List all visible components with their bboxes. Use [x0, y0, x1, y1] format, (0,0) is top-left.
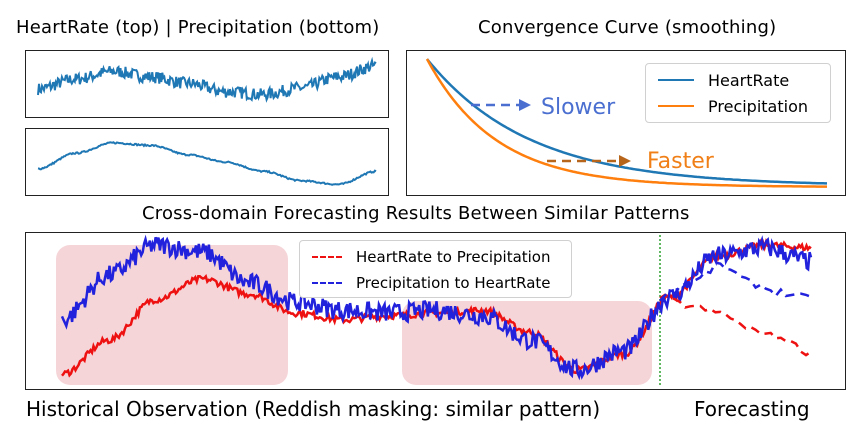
precipitation-panel: [25, 128, 389, 196]
historical-observation-caption: Historical Observation (Reddish masking:…: [26, 397, 601, 421]
heartrate-plot: [37, 56, 377, 103]
precipitation-series-line: [37, 141, 377, 186]
convergence-legend: HeartRate Precipitation: [645, 63, 831, 123]
legend-item-precipitation: Precipitation: [646, 93, 830, 119]
faster-arrow: [547, 155, 631, 167]
forecast-panel: HeartRate to Precipitation Precipitation…: [25, 232, 846, 390]
convergence-plot: Slower Faster: [425, 58, 827, 188]
legend-swatch-heartrate: [658, 79, 694, 81]
precipitation-to-heartrate-forecast: [659, 261, 812, 302]
forecast-plot: [56, 234, 813, 386]
heartrate-panel: [25, 50, 389, 118]
slower-arrow: [471, 99, 531, 111]
heartrate-convergence-line: [426, 58, 827, 185]
legend-item-heartrate: HeartRate: [646, 67, 830, 93]
legend-label-hr-to-precip: HeartRate to Precipitation: [356, 248, 551, 266]
faster-label: Faster: [647, 149, 715, 174]
legend-label-precipitation: Precipitation: [708, 96, 809, 116]
heartrate-precipitation-title: HeartRate (top) | Precipitation (bottom): [16, 17, 380, 38]
legend-label-heartrate: HeartRate: [708, 70, 790, 90]
legend-swatch-precip-to-hr: [312, 282, 342, 284]
forecast-legend: HeartRate to Precipitation Precipitation…: [299, 240, 572, 298]
heartrate-series-line: [37, 56, 377, 103]
slower-label: Slower: [541, 95, 616, 120]
legend-item-precip-to-hr: Precipitation to HeartRate: [300, 270, 571, 296]
heartrate-to-precipitation-forecast: [659, 293, 812, 357]
forecasting-caption: Forecasting: [694, 397, 810, 421]
legend-item-hr-to-precip: HeartRate to Precipitation: [300, 244, 571, 270]
similar-pattern-mask-left: [56, 245, 288, 385]
precipitation-convergence-line: [425, 58, 827, 188]
legend-label-precip-to-hr: Precipitation to HeartRate: [356, 274, 551, 292]
legend-swatch-hr-to-precip: [312, 256, 342, 258]
legend-swatch-precipitation: [658, 105, 694, 107]
precipitation-ground-truth-line: [61, 237, 812, 378]
convergence-curve-title: Convergence Curve (smoothing): [478, 17, 777, 38]
cross-domain-title: Cross-domain Forecasting Results Between…: [142, 203, 690, 224]
precipitation-plot: [37, 141, 377, 186]
convergence-panel: Slower Faster HeartRate Precipitation: [406, 50, 846, 196]
